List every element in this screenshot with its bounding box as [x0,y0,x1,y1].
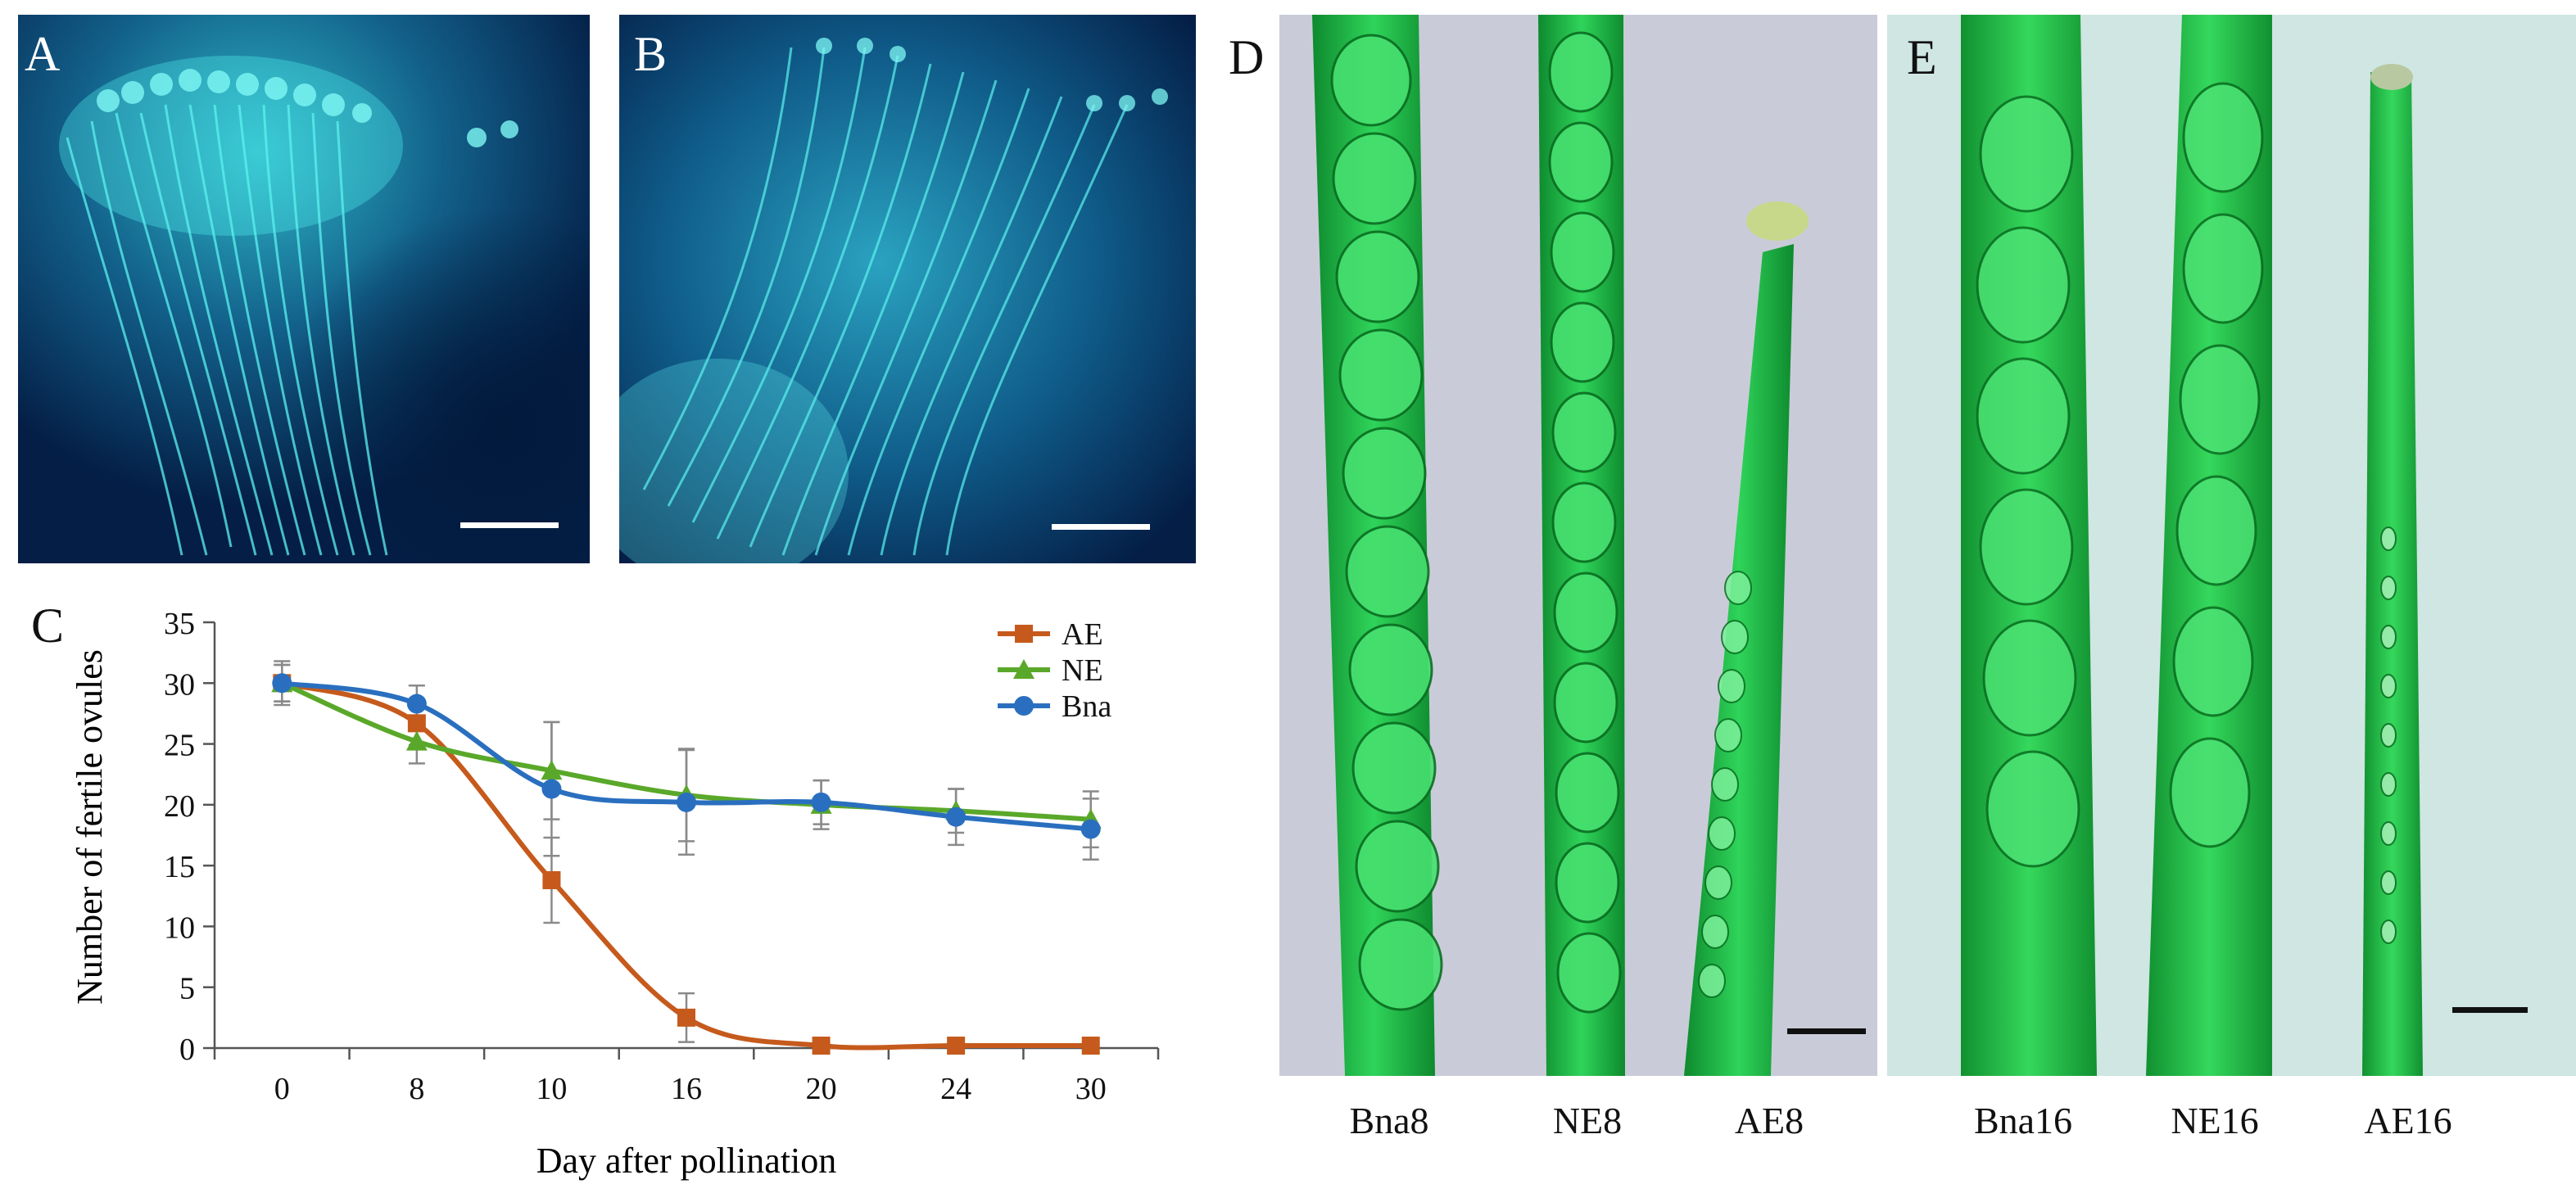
scale-bar-a [460,522,559,528]
data-point-ae [677,1008,695,1027]
panel-e-silique-photo: E [1887,15,2576,1076]
data-point-ae [812,1037,831,1055]
legend-marker-ne [1013,659,1034,679]
caption-ne16: NE16 [2171,1100,2259,1141]
legend-label-ae: AE [1062,617,1103,652]
x-tick-label: 16 [671,1072,702,1106]
data-point-ne [405,730,428,751]
panel-d-letter: D [1229,30,1265,84]
data-point-bna [1080,819,1101,839]
legend-marker-bna [1014,696,1034,716]
panel-c-chart: C 0 5 10 15 20 25 30 35 0 8 10 16 20 24 30 AE NE Bna Num… [0,590,1212,1202]
data-point-ae [542,870,561,889]
scale-bar-d [1787,1028,1866,1034]
caption-bna8: Bna8 [1349,1100,1429,1141]
y-tick-label: 25 [164,729,195,763]
y-tick-label: 30 [164,667,195,702]
silique-image-d [1312,15,1809,1076]
x-tick-label: 0 [274,1072,290,1106]
data-point-bna [541,779,562,799]
y-tick-label: 15 [164,850,195,884]
legend-label-ne: NE [1062,653,1103,688]
x-tick-label: 8 [409,1072,424,1106]
y-tick-label: 5 [179,972,195,1006]
data-point-ae [1081,1037,1100,1055]
scale-bar-e [2452,1007,2528,1013]
y-tick-label: 35 [164,607,195,641]
panel-d-silique-photo: D [1279,15,1877,1076]
x-tick-label: 30 [1075,1072,1107,1106]
x-tick-label: 20 [806,1072,837,1106]
data-point-bna [272,673,292,694]
data-point-bna [946,807,967,827]
panel-b-micrograph: B [619,15,1196,563]
panel-c-label: C [31,599,65,653]
data-point-bna [406,694,427,714]
legend-marker-ae [1015,625,1033,643]
pollen-tube-image-a [18,15,590,563]
x-tick-label: 24 [940,1072,971,1106]
caption-ne8: NE8 [1552,1100,1623,1141]
panel-b-label: B [634,27,668,81]
data-point-bna [677,792,696,812]
y-tick-label: 20 [164,789,195,824]
scale-bar-b [1052,524,1150,530]
pollen-tube-image-b [619,15,1196,563]
data-point-ne [541,760,563,780]
data-point-ae [407,714,426,733]
data-point-bna [811,792,831,812]
y-tick-label: 10 [164,911,195,945]
x-tick-label: 10 [536,1072,567,1106]
caption-bna16: Bna16 [1973,1100,2073,1141]
y-axis-label: Number of fertile ovules [70,649,110,1005]
panel-e-label: E [1907,30,1937,84]
y-tick-label: 0 [179,1033,195,1067]
data-point-ae [947,1037,966,1055]
silique-image-e [1961,15,2423,1076]
legend-label-bna: Bna [1062,689,1111,724]
panel-a-label: A [25,27,61,81]
caption-ae16: AE16 [2364,1100,2452,1141]
panel-a-micrograph: A [18,15,590,563]
caption-ae8: AE8 [1734,1100,1804,1141]
x-axis-label: Day after pollination [536,1141,837,1181]
